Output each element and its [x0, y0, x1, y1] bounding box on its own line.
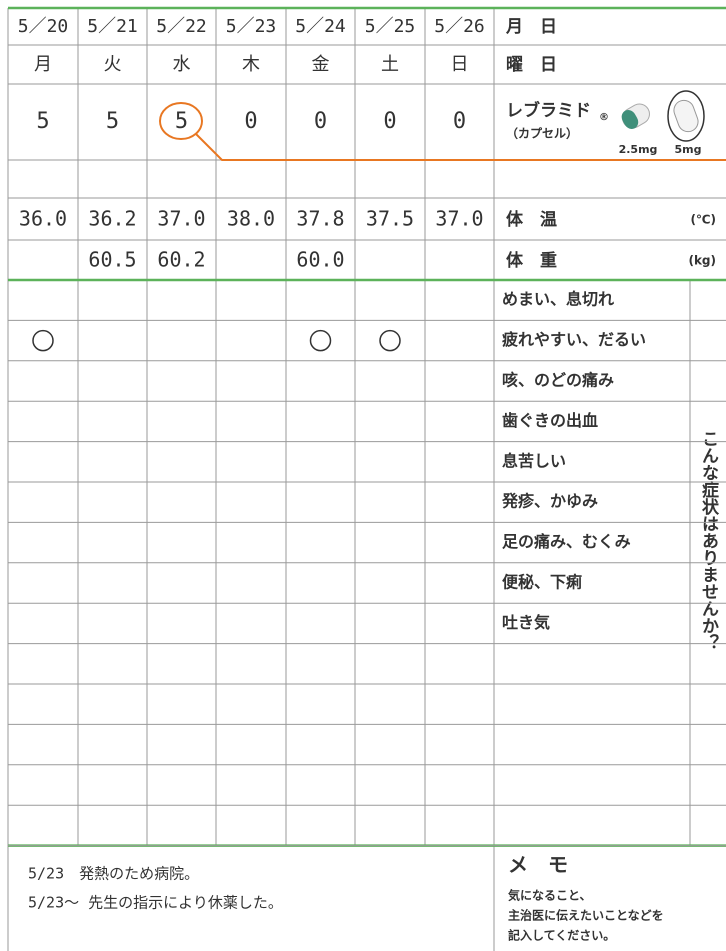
- weekday: 火: [104, 54, 122, 75]
- dose-value: 5: [36, 109, 49, 134]
- memo-instruction: 主治医に伝えたいことなどを: [508, 908, 664, 923]
- date: 5／26: [434, 16, 485, 37]
- memo-line: 5/23 発熱のため病院。: [28, 865, 199, 883]
- symptom-check: [379, 329, 401, 352]
- weight-value: 60.2: [157, 248, 205, 272]
- weight-value: 60.0: [296, 248, 344, 272]
- symptom-label: 吐き気: [502, 613, 550, 632]
- symptom-check: [309, 329, 332, 352]
- temperature-value: 38.0: [227, 207, 275, 231]
- capsule-25mg: [621, 103, 650, 129]
- weekday: 日: [451, 54, 469, 75]
- date: 5／25: [365, 16, 416, 37]
- weekday: 水: [173, 54, 191, 75]
- dose-value: 0: [453, 109, 466, 134]
- temperature-unit: (℃): [691, 213, 717, 227]
- symptom-label: 歯ぐきの出血: [502, 411, 598, 430]
- temperature-label: 体 温: [506, 209, 557, 230]
- registered-mark: ®: [599, 112, 609, 123]
- date: 5／21: [87, 16, 138, 37]
- weekday: 木: [242, 54, 260, 75]
- weekday: 土: [381, 54, 399, 75]
- date: 5／22: [156, 16, 207, 37]
- symptom-label: 便秘、下痢: [502, 573, 582, 592]
- symptom-label: めまい、息切れ: [502, 290, 614, 309]
- symptom-label: 息苦しい: [502, 451, 566, 470]
- symptom-check: [32, 329, 54, 352]
- dose-value: 0: [244, 109, 257, 134]
- temperature-value: 37.5: [366, 207, 414, 231]
- symptom-side-label: こんな症状はありませんか？: [698, 430, 719, 651]
- pointer-line: [195, 133, 726, 161]
- dose-value: 5: [106, 109, 119, 134]
- weekday-label: 曜 日: [506, 55, 557, 75]
- symptom-label: 咳、のどの痛み: [502, 371, 614, 390]
- drug-name: レブラミド: [506, 100, 591, 121]
- highlight-circle: [159, 102, 203, 140]
- capsule-ring: [667, 90, 705, 142]
- temperature-value: 37.8: [296, 207, 344, 231]
- drug-form: （カプセル）: [506, 126, 578, 141]
- symptom-label: 疲れやすい、だるい: [502, 330, 646, 349]
- weight-value: 60.5: [88, 248, 136, 272]
- dose-value: 0: [314, 109, 327, 134]
- dose-value: 5: [175, 109, 188, 134]
- date: 5／20: [18, 16, 69, 37]
- memo-instruction: 気になること、: [508, 888, 592, 903]
- temperature-value: 37.0: [157, 207, 205, 231]
- date: 5／23: [226, 16, 277, 37]
- temperature-value: 36.2: [88, 207, 136, 231]
- weight-label: 体 重: [506, 250, 557, 271]
- strength: 2.5mg: [619, 143, 658, 156]
- memo-title: メ モ: [508, 853, 568, 877]
- weekday: 月: [34, 54, 52, 75]
- temperature-value: 36.0: [19, 207, 67, 231]
- date-label: 月 日: [505, 17, 557, 37]
- weight-unit: (kg): [688, 254, 716, 268]
- memo-instruction: 記入してください。: [508, 928, 615, 943]
- weekday: 金: [312, 54, 330, 75]
- temperature-value: 37.0: [435, 207, 483, 231]
- strength: 5mg: [675, 143, 702, 156]
- dose-value: 0: [383, 109, 396, 134]
- memo-line: 5/23～ 先生の指示により休薬した。: [28, 894, 283, 912]
- symptom-label: 発疹、かゆみ: [501, 492, 598, 511]
- symptom-label: 足の痛み、むくみ: [502, 532, 631, 551]
- capsule-5mg: [673, 99, 699, 133]
- date: 5／24: [295, 16, 346, 37]
